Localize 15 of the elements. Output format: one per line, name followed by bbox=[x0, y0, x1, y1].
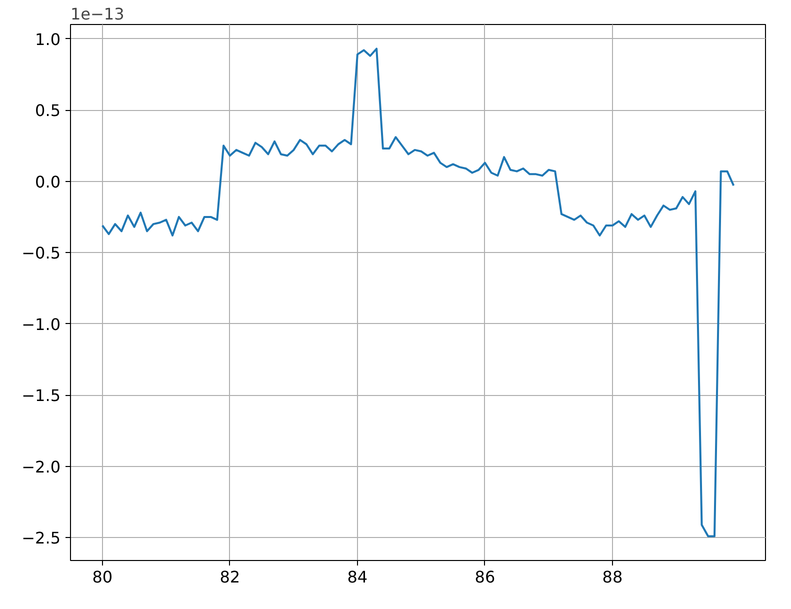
y-tick-label: −0.5 bbox=[22, 244, 61, 263]
y-tick-label: −1.5 bbox=[22, 386, 61, 406]
x-tick-label: 82 bbox=[220, 568, 240, 586]
y-tick-label: −2.5 bbox=[22, 528, 61, 548]
y-tick-label: −2.0 bbox=[22, 457, 61, 476]
x-tick-label: 88 bbox=[602, 568, 623, 586]
x-tick-label: 84 bbox=[347, 568, 368, 586]
y-tick-label: 0.5 bbox=[35, 101, 61, 120]
text: 1e−13 bbox=[70, 4, 124, 24]
line-series bbox=[101, 48, 735, 538]
y-tick-label: 0.0 bbox=[35, 172, 61, 192]
x-tick-label: 86 bbox=[474, 568, 496, 586]
y-tick-label: −1.0 bbox=[22, 314, 61, 334]
y-tick-label: 1.0 bbox=[35, 30, 61, 49]
x-tick-label: 80 bbox=[92, 568, 113, 586]
